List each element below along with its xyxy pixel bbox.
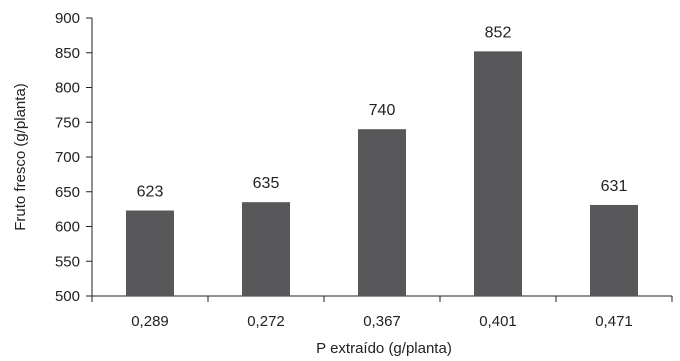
y-tick-label: 550 (55, 253, 80, 270)
y-tick-label: 650 (55, 184, 80, 201)
bar (126, 210, 174, 296)
bar (474, 51, 522, 296)
bar (358, 129, 406, 296)
x-tick-label: 0,471 (595, 313, 633, 330)
y-tick-label: 600 (55, 219, 80, 236)
data-labels: 623 635 740 852 631 (137, 24, 628, 200)
bar-value-label: 635 (253, 175, 280, 192)
y-axis-title: Fruto fresco (g/planta) (12, 83, 29, 231)
x-tick-label: 0,289 (131, 313, 169, 330)
y-tick-label: 750 (55, 114, 80, 131)
bar-value-label: 623 (137, 184, 164, 201)
y-tick-label: 700 (55, 149, 80, 166)
bar-value-label: 852 (485, 24, 512, 41)
bars (126, 51, 638, 296)
x-axis: 0,289 0,272 0,367 0,401 0,471 (91, 295, 673, 330)
y-tick-label: 850 (55, 45, 80, 62)
bar (590, 204, 638, 296)
y-axis: 500 550 600 650 700 750 800 850 900 (55, 10, 93, 305)
y-tick-label: 800 (55, 80, 80, 97)
y-tick-label: 500 (55, 288, 80, 305)
x-tick-label: 0,367 (363, 313, 401, 330)
y-tick-label: 900 (55, 10, 80, 27)
x-tick-label: 0,401 (479, 313, 517, 330)
x-tick-label: 0,272 (247, 313, 285, 330)
bar-value-label: 740 (369, 102, 396, 119)
bar (242, 202, 290, 296)
x-axis-title: P extraído (g/planta) (316, 340, 452, 357)
bar-value-label: 631 (601, 178, 628, 195)
